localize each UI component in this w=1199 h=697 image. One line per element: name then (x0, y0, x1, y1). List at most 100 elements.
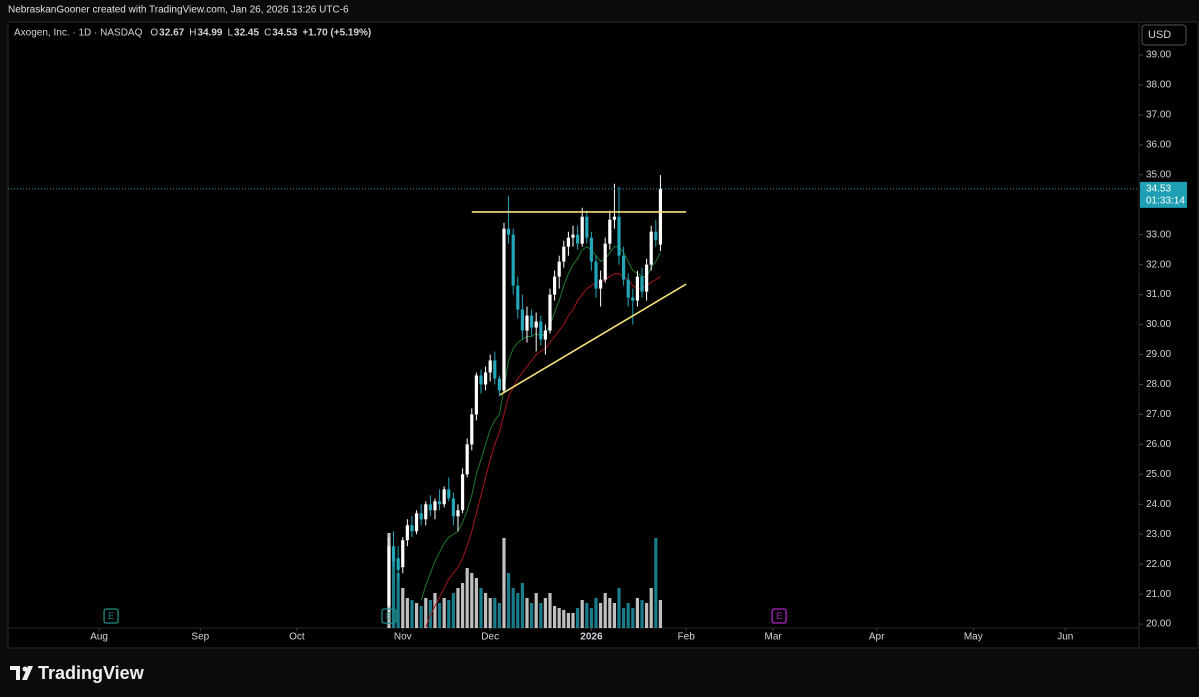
volume-bar (571, 613, 575, 628)
volume-bar (603, 593, 607, 628)
volume-bar (589, 608, 594, 628)
candle-body (626, 279, 630, 298)
candle-body (479, 375, 483, 385)
volume-bar (396, 573, 400, 628)
volume-bar (594, 598, 598, 628)
candle-body (539, 321, 543, 340)
volume-bar (424, 598, 428, 628)
volume-bar (474, 578, 478, 628)
volume-bar (437, 603, 442, 628)
y-tick-label: 36.00 (1146, 139, 1171, 150)
volume-bar (405, 598, 409, 628)
y-tick-label: 24.00 (1146, 499, 1171, 510)
candle-body (608, 219, 612, 244)
event-marker (381, 608, 397, 624)
volume-bar (511, 588, 515, 628)
volume-bar (631, 608, 635, 628)
volume-bar (557, 608, 561, 628)
ohlc-letter: L (227, 28, 233, 39)
candle-body (488, 360, 492, 373)
event-label: E (108, 611, 114, 621)
pane (7, 21, 1199, 649)
candle-body (543, 330, 547, 340)
candle-body (502, 228, 506, 391)
volume-bar (658, 600, 663, 628)
volume-bar (497, 603, 501, 628)
candle-body (442, 489, 446, 505)
candle-body (552, 276, 557, 295)
candle-body (649, 231, 653, 265)
volume-bar (502, 538, 506, 628)
volume-bar (460, 583, 465, 628)
price-label-box (1140, 181, 1187, 208)
x-tick-label: 2026 (580, 632, 603, 643)
brand[interactable]: TradingView (38, 663, 145, 683)
volume-bar (488, 598, 492, 628)
ohlc-value: 32.67 (159, 28, 184, 39)
y-tick-label: 25.00 (1146, 469, 1171, 480)
legend: Axogen, Inc. · 1D · NASDAQ O 32.67 H 34.99 L 3… (14, 28, 371, 39)
volume-bar (649, 588, 653, 628)
volume-bar (520, 583, 524, 628)
candle-body (387, 546, 391, 607)
currency[interactable]: USD (1148, 29, 1171, 41)
volume-bar (506, 573, 511, 628)
candle-body (585, 216, 589, 238)
volume-bar (465, 568, 469, 628)
candle-body (635, 276, 640, 301)
y-tick-label: 33.00 (1146, 229, 1171, 240)
volume-bar (562, 610, 566, 628)
x-tick-label: Apr (869, 632, 885, 643)
x-tick-label: Jun (1057, 632, 1073, 643)
ohlc-letter: O (150, 28, 158, 39)
y-tick-label: 31.00 (1146, 289, 1171, 300)
volume-bar (566, 613, 570, 628)
x-tick-label: Mar (765, 632, 783, 643)
currency-button[interactable] (1141, 24, 1187, 46)
y-tick-label: 32.00 (1146, 259, 1171, 270)
candle-body (391, 546, 396, 562)
candle-body (419, 513, 423, 520)
y-tick-label: 37.00 (1146, 110, 1171, 121)
volume-bar (516, 593, 520, 628)
candle-body (525, 315, 529, 331)
volume-bar (552, 606, 557, 628)
candle-body (599, 279, 603, 289)
trendline (499, 283, 687, 396)
candle-body (410, 525, 414, 532)
volume-bar (470, 573, 474, 628)
volume-bar (447, 600, 451, 628)
volume-bar (539, 603, 543, 628)
event-marker (103, 608, 119, 624)
volume-bar (543, 598, 547, 628)
volume-bar (419, 606, 423, 628)
volume-bar (622, 608, 626, 628)
candle-body (483, 372, 488, 385)
volume-bar (635, 598, 640, 628)
y-tick-label: 30.00 (1146, 319, 1171, 330)
candle-body (451, 498, 455, 517)
y-tick-label: 35.00 (1146, 169, 1171, 180)
x-tick-label: Aug (90, 632, 108, 643)
candle-body (562, 246, 566, 262)
volume-bar (576, 608, 580, 628)
event-marker (771, 608, 787, 624)
candle-body (534, 321, 538, 328)
volume-bar (433, 593, 437, 628)
x-tick-label: Sep (191, 632, 209, 643)
moving-average (425, 273, 661, 628)
candle-body (405, 525, 409, 541)
volume-bar (585, 603, 589, 628)
candles (387, 175, 663, 613)
x-tick-label: Dec (481, 632, 499, 643)
candle-body (414, 513, 419, 532)
volume-bar (626, 603, 630, 628)
ohlc-value: 34.99 (197, 28, 222, 39)
volume-bar (654, 538, 658, 628)
candle-body (566, 237, 570, 247)
candle-body (603, 243, 607, 280)
event-label: E (776, 611, 782, 621)
candle-body (465, 444, 469, 475)
volume-bar (612, 603, 617, 628)
